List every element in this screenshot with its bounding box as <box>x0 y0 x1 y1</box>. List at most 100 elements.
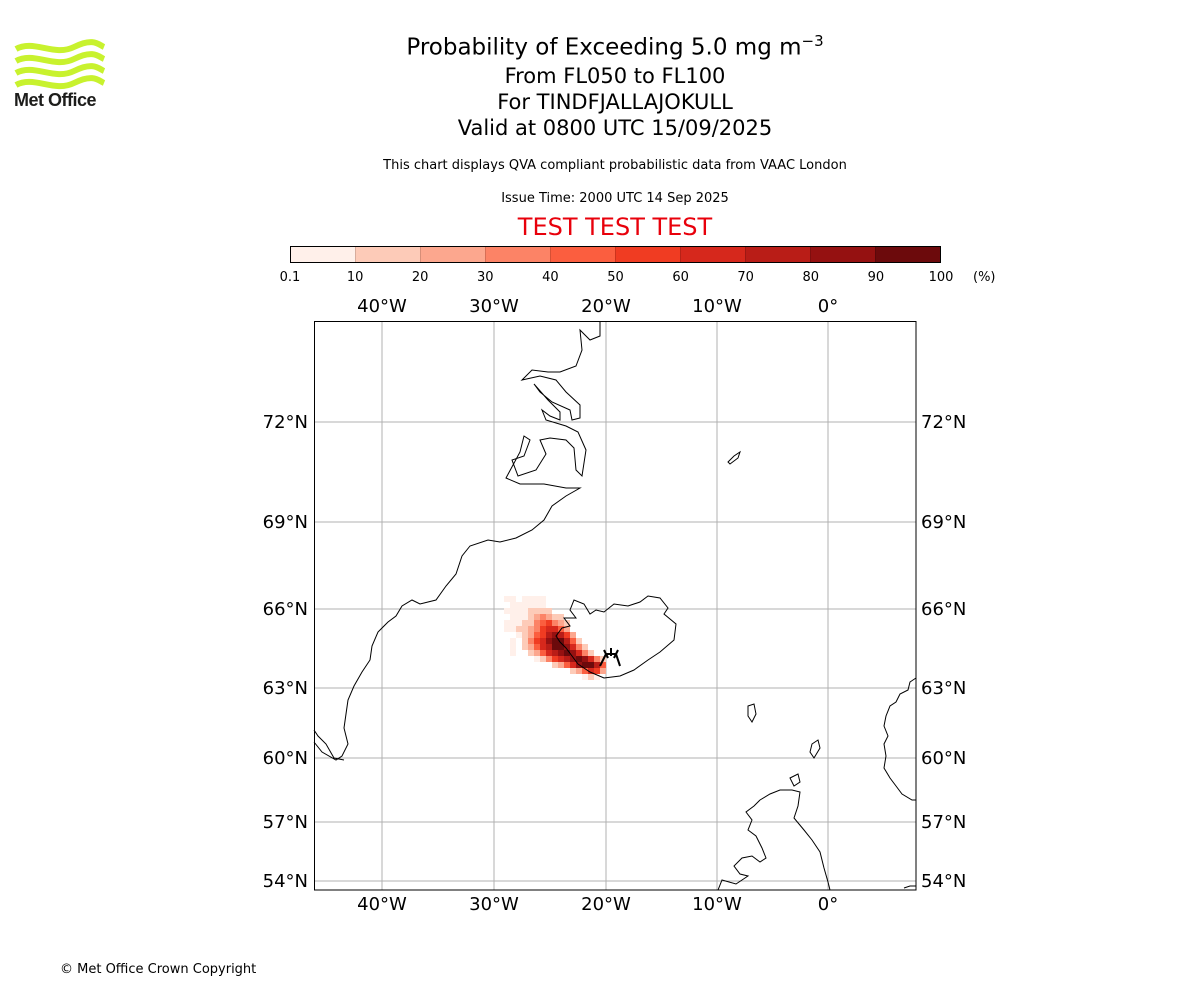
plume-cell <box>558 650 564 656</box>
faroe-coast <box>747 703 757 723</box>
lon-label-top-30w: 30°W <box>469 296 519 317</box>
lat-label-left-72n: 72°N <box>263 412 308 433</box>
plume-cell <box>516 614 522 620</box>
greenland-coast <box>313 322 601 761</box>
plume-cell <box>546 656 552 662</box>
lat-label-left-60n: 60°N <box>263 748 308 769</box>
plume-cell <box>504 596 510 602</box>
plume-cell <box>594 656 600 662</box>
plume-cell <box>558 638 564 644</box>
lat-label-right-54n: 54°N <box>921 871 966 892</box>
plume-cell <box>534 626 540 632</box>
lat-label-right-63n: 63°N <box>921 678 966 699</box>
colorbar-unit: (%) <box>973 270 996 285</box>
plume-cell <box>540 620 546 626</box>
plume-cell <box>540 656 546 662</box>
plume-cell <box>546 608 552 614</box>
plume-cell <box>558 656 564 662</box>
plume-cell <box>582 650 588 656</box>
plume-cell <box>528 596 534 602</box>
plume-cell <box>510 626 516 632</box>
plume-cell <box>510 614 516 620</box>
colorbar-segment <box>420 247 485 262</box>
lat-label-right-69n: 69°N <box>921 512 966 533</box>
colorbar-tick-label: 60 <box>672 270 689 285</box>
copyright-footer: © Met Office Crown Copyright <box>60 962 257 977</box>
plume-cell <box>564 620 570 626</box>
plume-cell <box>540 632 546 638</box>
subtitle: This chart displays QVA compliant probab… <box>383 158 847 173</box>
met-office-logo-icon <box>14 39 106 90</box>
plume-cell <box>552 638 558 644</box>
plume-cell <box>600 662 606 668</box>
plume-cell <box>570 638 576 644</box>
plume-cell <box>528 638 534 644</box>
greenland-coast-south <box>313 729 345 761</box>
norway-coast <box>883 677 917 801</box>
plume-cell <box>534 638 540 644</box>
plume-cell <box>558 632 564 638</box>
plume-cell <box>510 638 516 644</box>
plume-cell <box>510 596 516 602</box>
title-text: Probability of Exceeding 5.0 mg m <box>406 34 802 61</box>
plume-cell <box>540 650 546 656</box>
colorbar-tick-label: 100 <box>928 270 954 285</box>
plume-cell <box>594 662 600 668</box>
plume-cell <box>576 656 582 662</box>
map-gridlines <box>314 321 916 890</box>
plume-cell <box>594 674 600 680</box>
lon-label-top-20w: 20°W <box>581 296 631 317</box>
plume-cell <box>534 656 540 662</box>
plume-cell <box>522 596 528 602</box>
plume-cell <box>516 626 522 632</box>
colorbar-tick-label: 30 <box>477 270 494 285</box>
plume-cell <box>582 674 588 680</box>
plume-cell <box>552 626 558 632</box>
plume-cell <box>522 632 528 638</box>
plume-cell <box>552 662 558 668</box>
lat-label-left-57n: 57°N <box>263 812 308 833</box>
plume-cell <box>570 650 576 656</box>
lat-label-right-72n: 72°N <box>921 412 966 433</box>
plume-cell <box>564 626 570 632</box>
plume-cell <box>534 596 540 602</box>
plume-cell <box>546 632 552 638</box>
shetland-coast <box>809 739 821 759</box>
plume-cell <box>552 614 558 620</box>
plume-cell <box>522 644 528 650</box>
logo-text: Met Office <box>14 90 97 110</box>
coastlines <box>313 322 917 891</box>
colorbar-segment <box>680 247 745 262</box>
test-banner: TEST TEST TEST <box>517 213 713 241</box>
plume-cell <box>540 596 546 602</box>
plume-cell <box>594 668 600 674</box>
lon-label-top-40w: 40°W <box>357 296 407 317</box>
colorbar-tick-label: 10 <box>346 270 364 285</box>
plume-cell <box>558 620 564 626</box>
colorbar-tick-label: 40 <box>542 270 559 285</box>
plume-cell <box>534 632 540 638</box>
plume-cell <box>582 656 588 662</box>
iceland-coast <box>555 595 677 679</box>
plume-cell <box>504 608 510 614</box>
plume-cell <box>528 632 534 638</box>
lon-label-bottom-30w: 30°W <box>469 894 519 915</box>
colorbar-tick-label: 90 <box>867 270 885 285</box>
plume-cell <box>576 668 582 674</box>
plume-cell <box>546 650 552 656</box>
plume-cell <box>534 608 540 614</box>
plume-cell <box>534 614 540 620</box>
plume-cell <box>534 602 540 608</box>
plume-cell <box>504 620 510 626</box>
plume-cell <box>522 602 528 608</box>
plume-cell <box>600 668 606 674</box>
plume-cell <box>546 614 552 620</box>
plume-cell <box>540 608 546 614</box>
plume-cell <box>534 620 540 626</box>
plume-cell <box>564 638 570 644</box>
plume-cell <box>576 638 582 644</box>
plume-cell <box>522 638 528 644</box>
ash-probability-plume <box>504 596 606 680</box>
plume-cell <box>564 656 570 662</box>
